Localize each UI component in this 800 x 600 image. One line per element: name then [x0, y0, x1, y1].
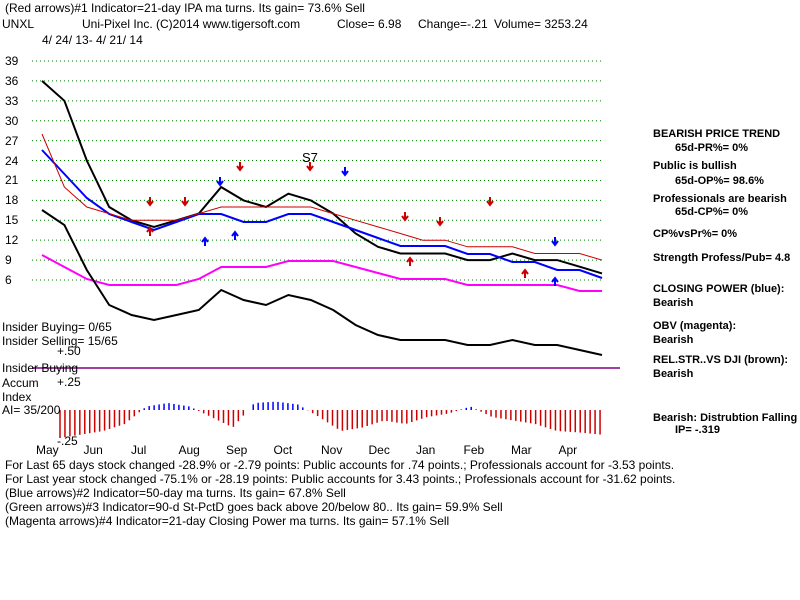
pr-value: 65d-PR%= 0% [675, 142, 749, 154]
ip-value: IP= -.319 [675, 424, 720, 436]
month-label: Dec [368, 443, 390, 457]
buy-arrow [406, 256, 414, 266]
sell-arrow [306, 162, 314, 172]
ticker: UNXL [2, 17, 35, 31]
insider-selling: Insider Selling= 15/65 [2, 334, 118, 348]
month-label: Jul [131, 443, 147, 457]
sell-arrow [486, 197, 494, 207]
obv-label: OBV (magenta): [653, 320, 737, 332]
month-label: Jan [416, 443, 436, 457]
obv-line [41, 254, 602, 292]
distribution-label: Bearish: Distrubtion Falling [653, 412, 798, 424]
closing-power-label: CLOSING POWER (blue): [653, 283, 785, 295]
month-label: Aug [178, 443, 200, 457]
footer-indicator-3: (Green arrows)#3 Indicator=90-d St-PctD … [5, 500, 503, 514]
month-label: May [36, 443, 59, 457]
price-tick: 39 [5, 54, 19, 68]
minus25-label: -.25 [57, 434, 78, 448]
footer-65-days: For Last 65 days stock changed -28.9% or… [5, 458, 675, 472]
price-tick: 18 [5, 193, 19, 208]
rel-strength-line [41, 209, 603, 356]
strength-value: Strength Profess/Pub= 4.8 [653, 252, 791, 264]
price-tick: 21 [5, 173, 19, 188]
month-label: Mar [511, 443, 532, 457]
plus25-label: +.25 [57, 375, 81, 389]
buy-arrow [231, 230, 239, 240]
sell-arrow [236, 162, 244, 172]
month-label: Sep [226, 443, 248, 457]
closing-power-value: Bearish [653, 297, 694, 309]
sell-arrow [341, 167, 349, 177]
buy-arrow [521, 268, 529, 278]
insider-buying: Insider Buying= 0/65 [2, 320, 112, 334]
cpvspr-value: CP%vsPr%= 0% [653, 228, 738, 240]
price-tick: 15 [5, 213, 19, 228]
buy-arrow [551, 276, 559, 286]
price-tick: 27 [5, 133, 19, 148]
buy-arrow [201, 236, 209, 246]
sell-arrow [146, 197, 154, 207]
month-label: Feb [463, 443, 485, 457]
footer-indicator-4: (Magenta arrows)#4 Indicator=21-day Clos… [5, 514, 450, 528]
change-value: Change=-.21 [418, 17, 488, 31]
price-tick: 30 [5, 113, 19, 128]
month-label: Oct [273, 443, 293, 457]
relstr-value: Bearish [653, 368, 694, 380]
insider-buying-line-label: Insider Buying [2, 361, 79, 375]
date-range: 4/ 24/ 13- 4/ 21/ 14 [42, 33, 143, 47]
series-lines [41, 80, 603, 356]
accum-label: Accum [2, 376, 39, 390]
public-title: Public is bullish [653, 160, 737, 172]
price-line [41, 80, 603, 275]
footer-last-year: For Last year stock changed -75.1% or -2… [5, 472, 676, 486]
sell-arrow [551, 237, 559, 247]
pros-title: Professionals are bearish [653, 193, 787, 205]
header-indicator-1: (Red arrows)#1 Indicator=21-day IPA ma t… [5, 1, 365, 15]
month-label: Nov [321, 443, 343, 457]
signal-arrows [146, 162, 559, 286]
month-label: Apr [558, 443, 578, 457]
buy-arrow [146, 226, 154, 236]
price-tick: 6 [5, 273, 12, 287]
cp-value: 65d-CP%= 0% [675, 206, 749, 218]
price-tick: 9 [5, 253, 12, 268]
price-grid [32, 60, 602, 281]
price-tick: 12 [5, 233, 19, 248]
volume-value: Volume= 3253.24 [494, 17, 588, 31]
index-label: Index [2, 390, 32, 404]
trend-title: BEARISH PRICE TREND [653, 128, 781, 140]
footer-indicator-2: (Blue arrows)#2 Indicator=50-day ma turn… [5, 486, 346, 500]
price-tick: 24 [5, 153, 19, 168]
close-value: Close= 6.98 [337, 17, 402, 31]
plus50-label: +.50 [57, 344, 81, 358]
sell-arrow [181, 197, 189, 207]
company: Uni-Pixel Inc. (C)2014 www.tigersoft.com [82, 17, 301, 31]
price-tick: 36 [5, 73, 19, 88]
op-value: 65d-OP%= 98.6% [675, 175, 764, 187]
upper-band-line [41, 133, 603, 261]
month-label: Jun [83, 443, 103, 457]
relstr-label: REL.STR..VS DJI (brown): [653, 354, 789, 366]
s7-annotation: S7 [302, 150, 318, 165]
price-tick: 33 [5, 93, 19, 108]
closing-power-line [41, 149, 603, 279]
obv-value: Bearish [653, 334, 694, 346]
sell-arrow [401, 212, 409, 222]
sell-arrow [436, 217, 444, 227]
accum-index-bars [59, 401, 601, 438]
sell-arrow [216, 177, 224, 187]
ai-label: AI= 35/200 [2, 403, 61, 417]
